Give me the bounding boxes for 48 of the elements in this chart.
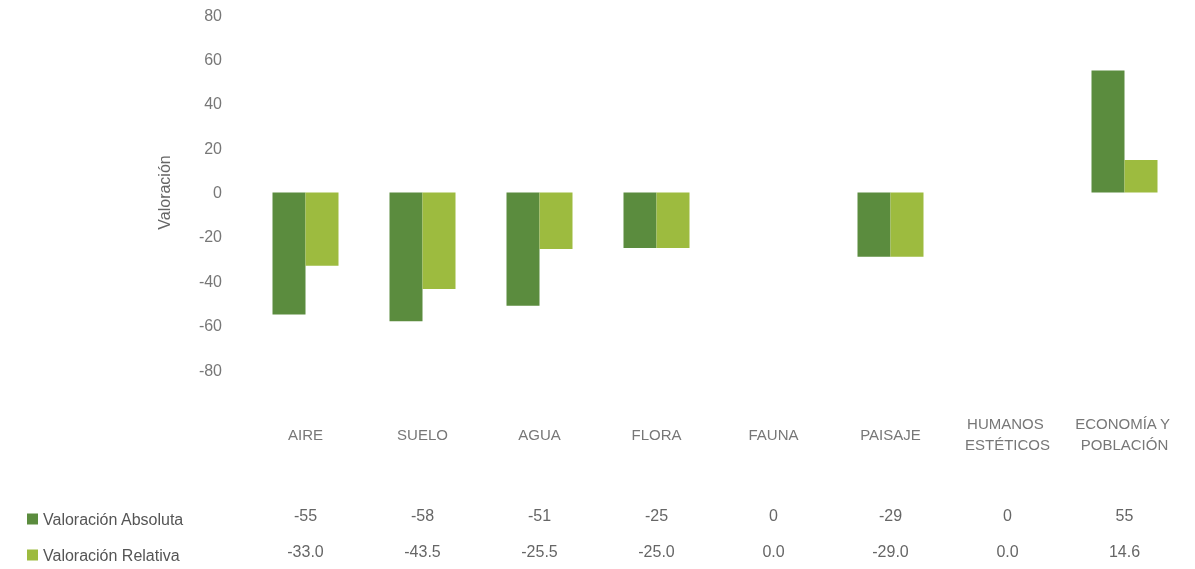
x-tick-label: ECONOMÍA Y POBLACIÓN <box>1075 415 1174 453</box>
bar <box>389 192 423 322</box>
bar <box>890 192 924 257</box>
bar <box>305 192 339 266</box>
data-label: -25 <box>644 506 669 524</box>
data-label: 0.0 <box>762 542 785 560</box>
legend-label: Valoración Relativa <box>43 546 180 564</box>
bar <box>1091 70 1125 193</box>
data-label: -29.0 <box>872 542 909 560</box>
y-tick-label: 20 <box>204 139 223 157</box>
data-label: 0 <box>1003 506 1013 524</box>
bar <box>656 192 690 248</box>
data-label: 55 <box>1115 506 1134 524</box>
bar <box>1124 160 1158 193</box>
bar <box>623 192 657 248</box>
data-label: -29 <box>878 506 903 524</box>
data-label: -58 <box>410 506 435 524</box>
x-tick-label: SUELO <box>397 425 448 443</box>
y-tick-label: -60 <box>198 317 223 335</box>
data-label: 14.6 <box>1108 542 1141 560</box>
data-label: -25.0 <box>638 542 675 560</box>
data-label: -51 <box>527 506 552 524</box>
y-axis-title: Valoración <box>155 155 173 230</box>
y-tick-label: -80 <box>198 361 223 379</box>
x-tick-label: FLORA <box>631 425 682 443</box>
bar <box>539 192 573 250</box>
data-label: -43.5 <box>404 542 441 560</box>
x-tick-label: FAUNA <box>748 425 799 443</box>
legend-label: Valoración Absoluta <box>43 510 184 528</box>
y-tick-label: -20 <box>198 228 223 246</box>
y-tick-label: 0 <box>213 184 223 201</box>
bar <box>506 192 540 306</box>
x-tick-label: HUMANOS ESTÉTICOS <box>964 415 1051 453</box>
bar <box>422 192 456 290</box>
y-tick-label: 60 <box>204 50 223 68</box>
data-label: -55 <box>293 506 318 524</box>
data-label: 0 <box>769 506 779 524</box>
data-label: -33.0 <box>287 542 324 560</box>
y-tick-label: -40 <box>198 272 223 290</box>
y-tick-label: 80 <box>204 6 223 24</box>
x-tick-label: PAISAJE <box>860 425 921 443</box>
data-label: -25.5 <box>521 542 558 560</box>
bar <box>272 192 306 315</box>
x-tick-label: AIRE <box>287 425 324 443</box>
x-tick-label: AGUA <box>518 425 561 443</box>
data-label: 0.0 <box>996 542 1019 560</box>
y-tick-label: 40 <box>204 95 223 113</box>
bar <box>857 192 891 257</box>
